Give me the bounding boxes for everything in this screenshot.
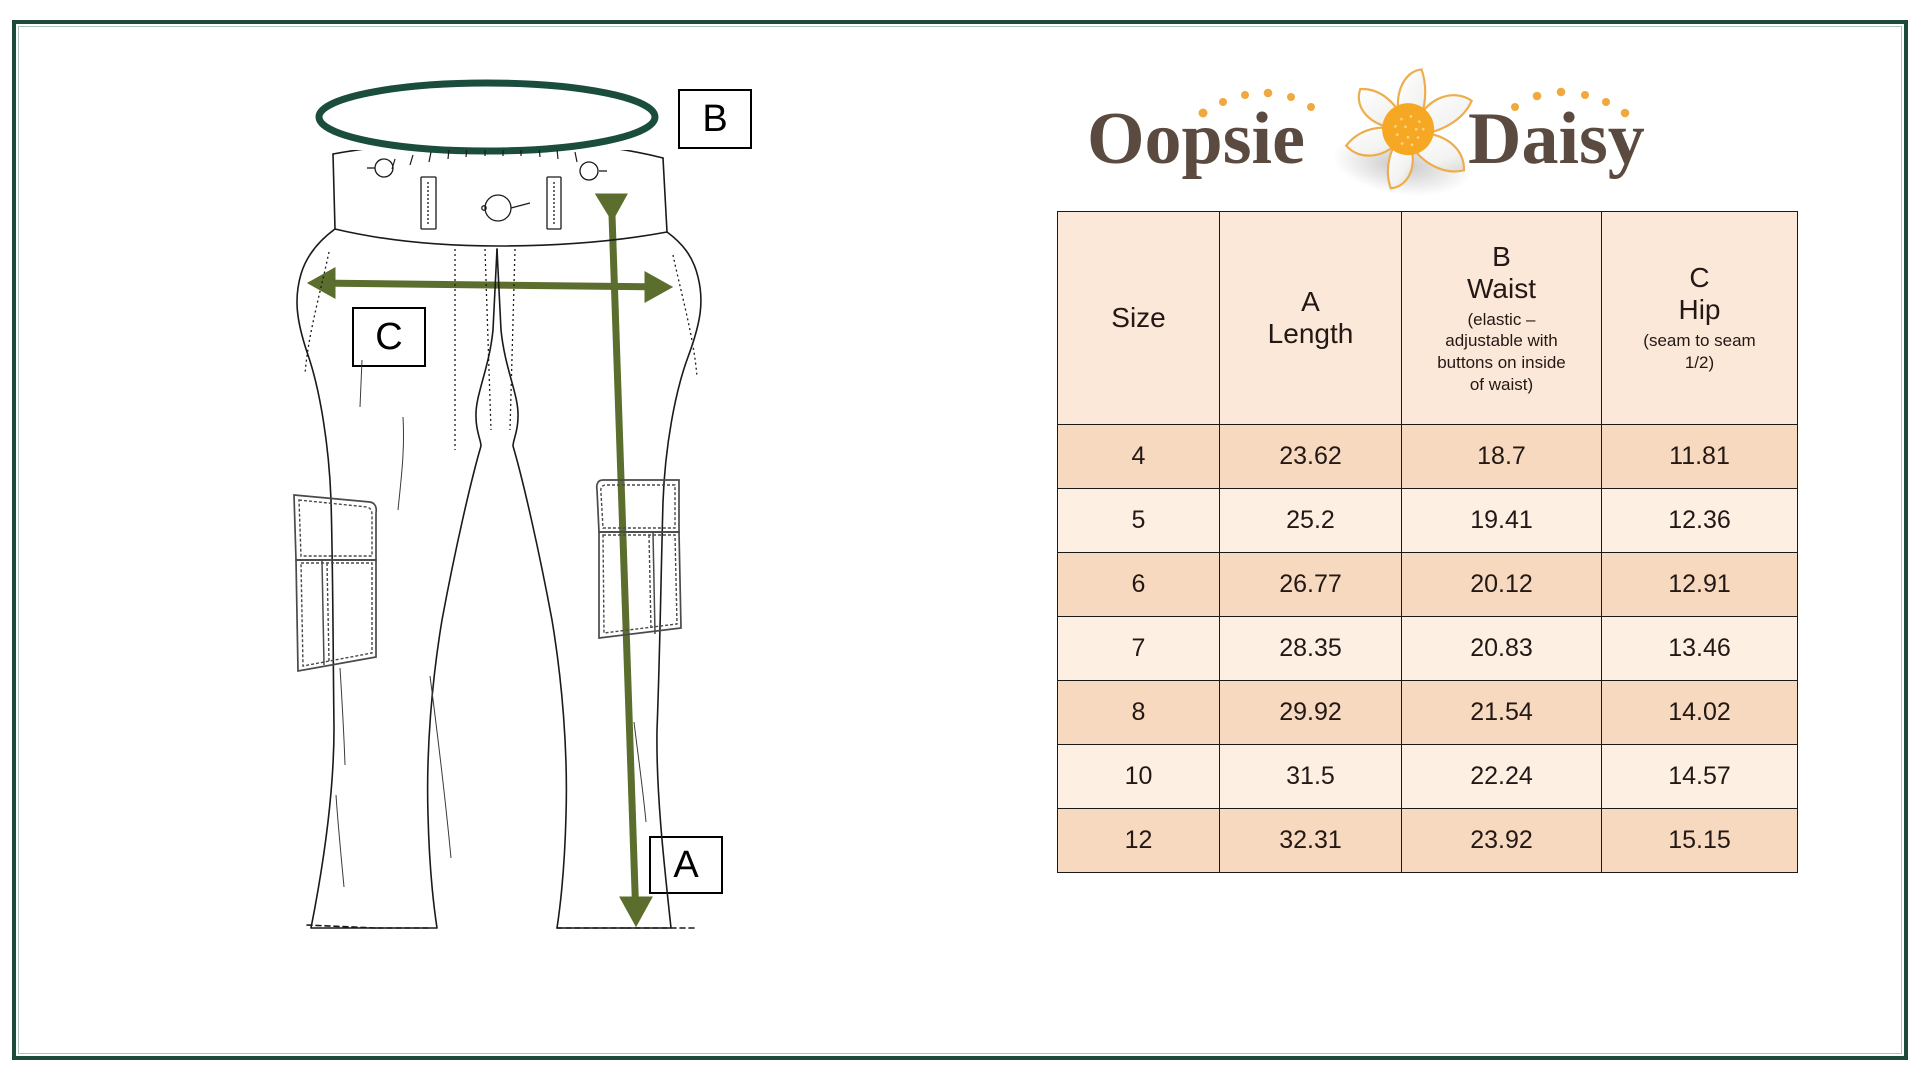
svg-text:Daisy: Daisy bbox=[1468, 98, 1645, 180]
svg-text:Oopsie: Oopsie bbox=[1087, 98, 1305, 180]
